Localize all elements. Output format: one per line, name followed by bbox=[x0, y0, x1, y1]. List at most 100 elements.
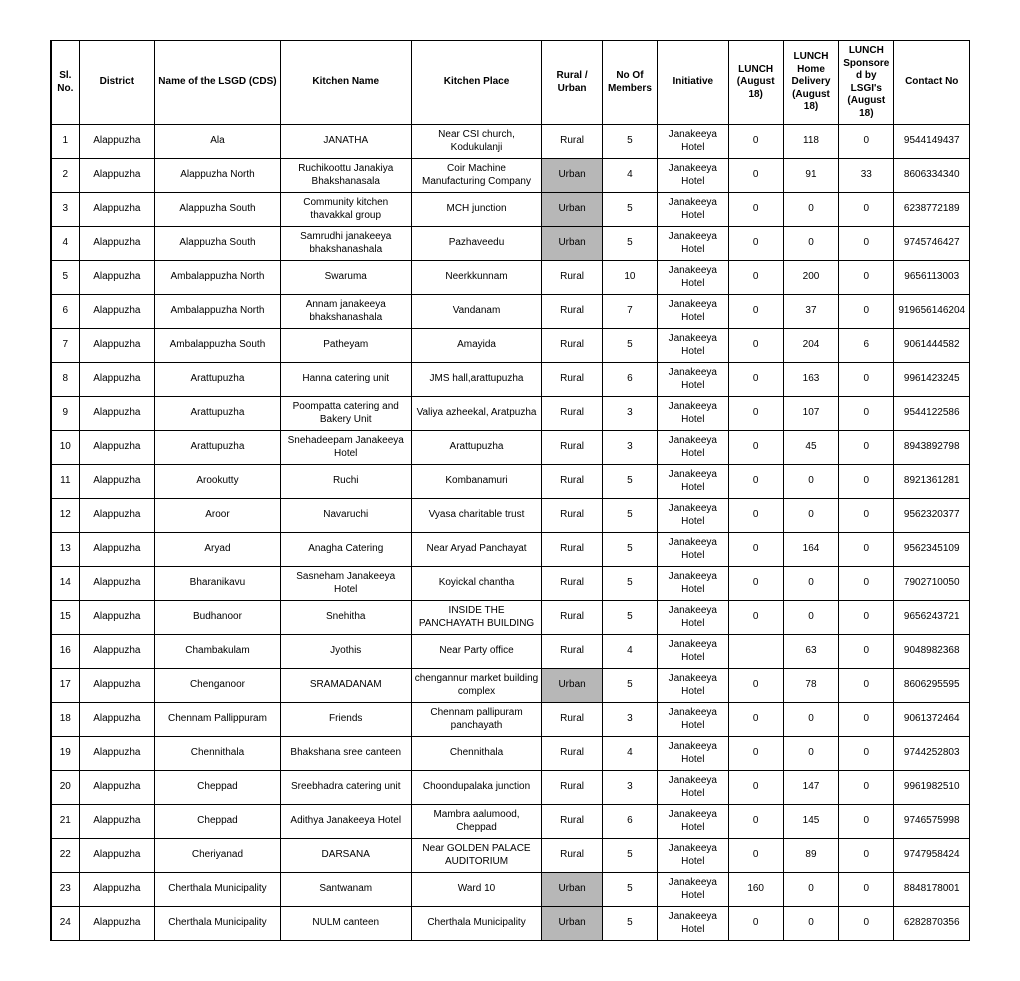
cell-kname: Jyothis bbox=[280, 635, 411, 669]
cell-rural: Rural bbox=[542, 397, 602, 431]
cell-members: 3 bbox=[602, 397, 657, 431]
cell-members: 3 bbox=[602, 771, 657, 805]
cell-rural: Urban bbox=[542, 159, 602, 193]
cell-lunch: 0 bbox=[728, 805, 783, 839]
cell-kname: SRAMADANAM bbox=[280, 669, 411, 703]
cell-contact: 9562320377 bbox=[894, 499, 970, 533]
table-row: 9AlappuzhaArattupuzhaPoompatta catering … bbox=[51, 397, 970, 431]
table-row: 13AlappuzhaAryadAnagha CateringNear Arya… bbox=[51, 533, 970, 567]
cell-rural: Rural bbox=[542, 601, 602, 635]
cell-members: 4 bbox=[602, 737, 657, 771]
header-lsgd: Name of the LSGD (CDS) bbox=[155, 41, 281, 125]
header-contact: Contact No bbox=[894, 41, 970, 125]
cell-contact: 9747958424 bbox=[894, 839, 970, 873]
cell-initiative: Janakeeya Hotel bbox=[658, 431, 728, 465]
cell-rural: Urban bbox=[542, 669, 602, 703]
cell-initiative: Janakeeya Hotel bbox=[658, 159, 728, 193]
cell-lunch: 0 bbox=[728, 159, 783, 193]
cell-contact: 7902710050 bbox=[894, 567, 970, 601]
cell-sl: 21 bbox=[51, 805, 79, 839]
table-row: 6AlappuzhaAmbalappuzha NorthAnnam janake… bbox=[51, 295, 970, 329]
cell-kplace: Kombanamuri bbox=[411, 465, 542, 499]
cell-kname: Ruchi bbox=[280, 465, 411, 499]
cell-members: 5 bbox=[602, 601, 657, 635]
table-row: 3AlappuzhaAlappuzha SouthCommunity kitch… bbox=[51, 193, 970, 227]
cell-kname: Adithya Janakeeya Hotel bbox=[280, 805, 411, 839]
cell-rural: Rural bbox=[542, 431, 602, 465]
cell-home: 118 bbox=[783, 125, 838, 159]
cell-lsgd: Aroor bbox=[155, 499, 281, 533]
cell-members: 5 bbox=[602, 193, 657, 227]
cell-lunch: 0 bbox=[728, 363, 783, 397]
cell-lunch: 0 bbox=[728, 125, 783, 159]
cell-home: 45 bbox=[783, 431, 838, 465]
cell-lunch: 160 bbox=[728, 873, 783, 907]
table-row: 17AlappuzhaChenganoorSRAMADANAMchengannu… bbox=[51, 669, 970, 703]
cell-home: 0 bbox=[783, 601, 838, 635]
cell-initiative: Janakeeya Hotel bbox=[658, 703, 728, 737]
cell-contact: 9061372464 bbox=[894, 703, 970, 737]
table-row: 15AlappuzhaBudhanoorSnehithaINSIDE THE P… bbox=[51, 601, 970, 635]
header-row: Sl. No. District Name of the LSGD (CDS) … bbox=[51, 41, 970, 125]
cell-sponsored: 0 bbox=[839, 295, 894, 329]
cell-lunch: 0 bbox=[728, 771, 783, 805]
cell-lsgd: Ambalappuzha South bbox=[155, 329, 281, 363]
table-row: 4AlappuzhaAlappuzha SouthSamrudhi janake… bbox=[51, 227, 970, 261]
cell-lsgd: Arookutty bbox=[155, 465, 281, 499]
cell-sponsored: 0 bbox=[839, 397, 894, 431]
cell-sponsored: 0 bbox=[839, 635, 894, 669]
cell-district: Alappuzha bbox=[79, 873, 154, 907]
cell-district: Alappuzha bbox=[79, 329, 154, 363]
cell-rural: Rural bbox=[542, 737, 602, 771]
cell-kplace: Chennithala bbox=[411, 737, 542, 771]
cell-sponsored: 0 bbox=[839, 839, 894, 873]
cell-sl: 1 bbox=[51, 125, 79, 159]
cell-kname: Ruchikoottu Janakiya Bhakshanasala bbox=[280, 159, 411, 193]
cell-lsgd: Arattupuzha bbox=[155, 397, 281, 431]
cell-rural: Rural bbox=[542, 635, 602, 669]
cell-rural: Rural bbox=[542, 533, 602, 567]
cell-contact: 8848178001 bbox=[894, 873, 970, 907]
cell-members: 6 bbox=[602, 805, 657, 839]
cell-kname: Community kitchen thavakkal group bbox=[280, 193, 411, 227]
cell-contact: 8943892798 bbox=[894, 431, 970, 465]
header-sponsored: LUNCH Sponsored by LSGI's (August 18) bbox=[839, 41, 894, 125]
cell-contact: 6282870356 bbox=[894, 907, 970, 941]
cell-kplace: Koyickal chantha bbox=[411, 567, 542, 601]
table-row: 22AlappuzhaCheriyanadDARSANANear GOLDEN … bbox=[51, 839, 970, 873]
cell-initiative: Janakeeya Hotel bbox=[658, 839, 728, 873]
cell-kname: Santwanam bbox=[280, 873, 411, 907]
cell-kplace: Coir Machine Manufacturing Company bbox=[411, 159, 542, 193]
cell-contact: 9961423245 bbox=[894, 363, 970, 397]
cell-initiative: Janakeeya Hotel bbox=[658, 601, 728, 635]
cell-kname: NULM canteen bbox=[280, 907, 411, 941]
cell-sl: 19 bbox=[51, 737, 79, 771]
cell-kplace: Choondupalaka junction bbox=[411, 771, 542, 805]
cell-initiative: Janakeeya Hotel bbox=[658, 805, 728, 839]
table-row: 19AlappuzhaChennithalaBhakshana sree can… bbox=[51, 737, 970, 771]
cell-contact: 9656243721 bbox=[894, 601, 970, 635]
cell-home: 89 bbox=[783, 839, 838, 873]
cell-kplace: Chennam pallipuram panchayath bbox=[411, 703, 542, 737]
cell-kname: Swaruma bbox=[280, 261, 411, 295]
cell-kname: Navaruchi bbox=[280, 499, 411, 533]
cell-rural: Rural bbox=[542, 363, 602, 397]
cell-sponsored: 0 bbox=[839, 669, 894, 703]
cell-initiative: Janakeeya Hotel bbox=[658, 125, 728, 159]
cell-district: Alappuzha bbox=[79, 601, 154, 635]
cell-lsgd: Alappuzha South bbox=[155, 227, 281, 261]
cell-sl: 9 bbox=[51, 397, 79, 431]
cell-sponsored: 6 bbox=[839, 329, 894, 363]
cell-kplace: Amayida bbox=[411, 329, 542, 363]
cell-district: Alappuzha bbox=[79, 533, 154, 567]
cell-initiative: Janakeeya Hotel bbox=[658, 669, 728, 703]
cell-sponsored: 0 bbox=[839, 227, 894, 261]
header-lunch: LUNCH (August 18) bbox=[728, 41, 783, 125]
header-kplace: Kitchen Place bbox=[411, 41, 542, 125]
cell-sponsored: 0 bbox=[839, 363, 894, 397]
cell-district: Alappuzha bbox=[79, 703, 154, 737]
cell-rural: Rural bbox=[542, 465, 602, 499]
cell-lunch: 0 bbox=[728, 567, 783, 601]
cell-contact: 6238772189 bbox=[894, 193, 970, 227]
cell-district: Alappuzha bbox=[79, 635, 154, 669]
